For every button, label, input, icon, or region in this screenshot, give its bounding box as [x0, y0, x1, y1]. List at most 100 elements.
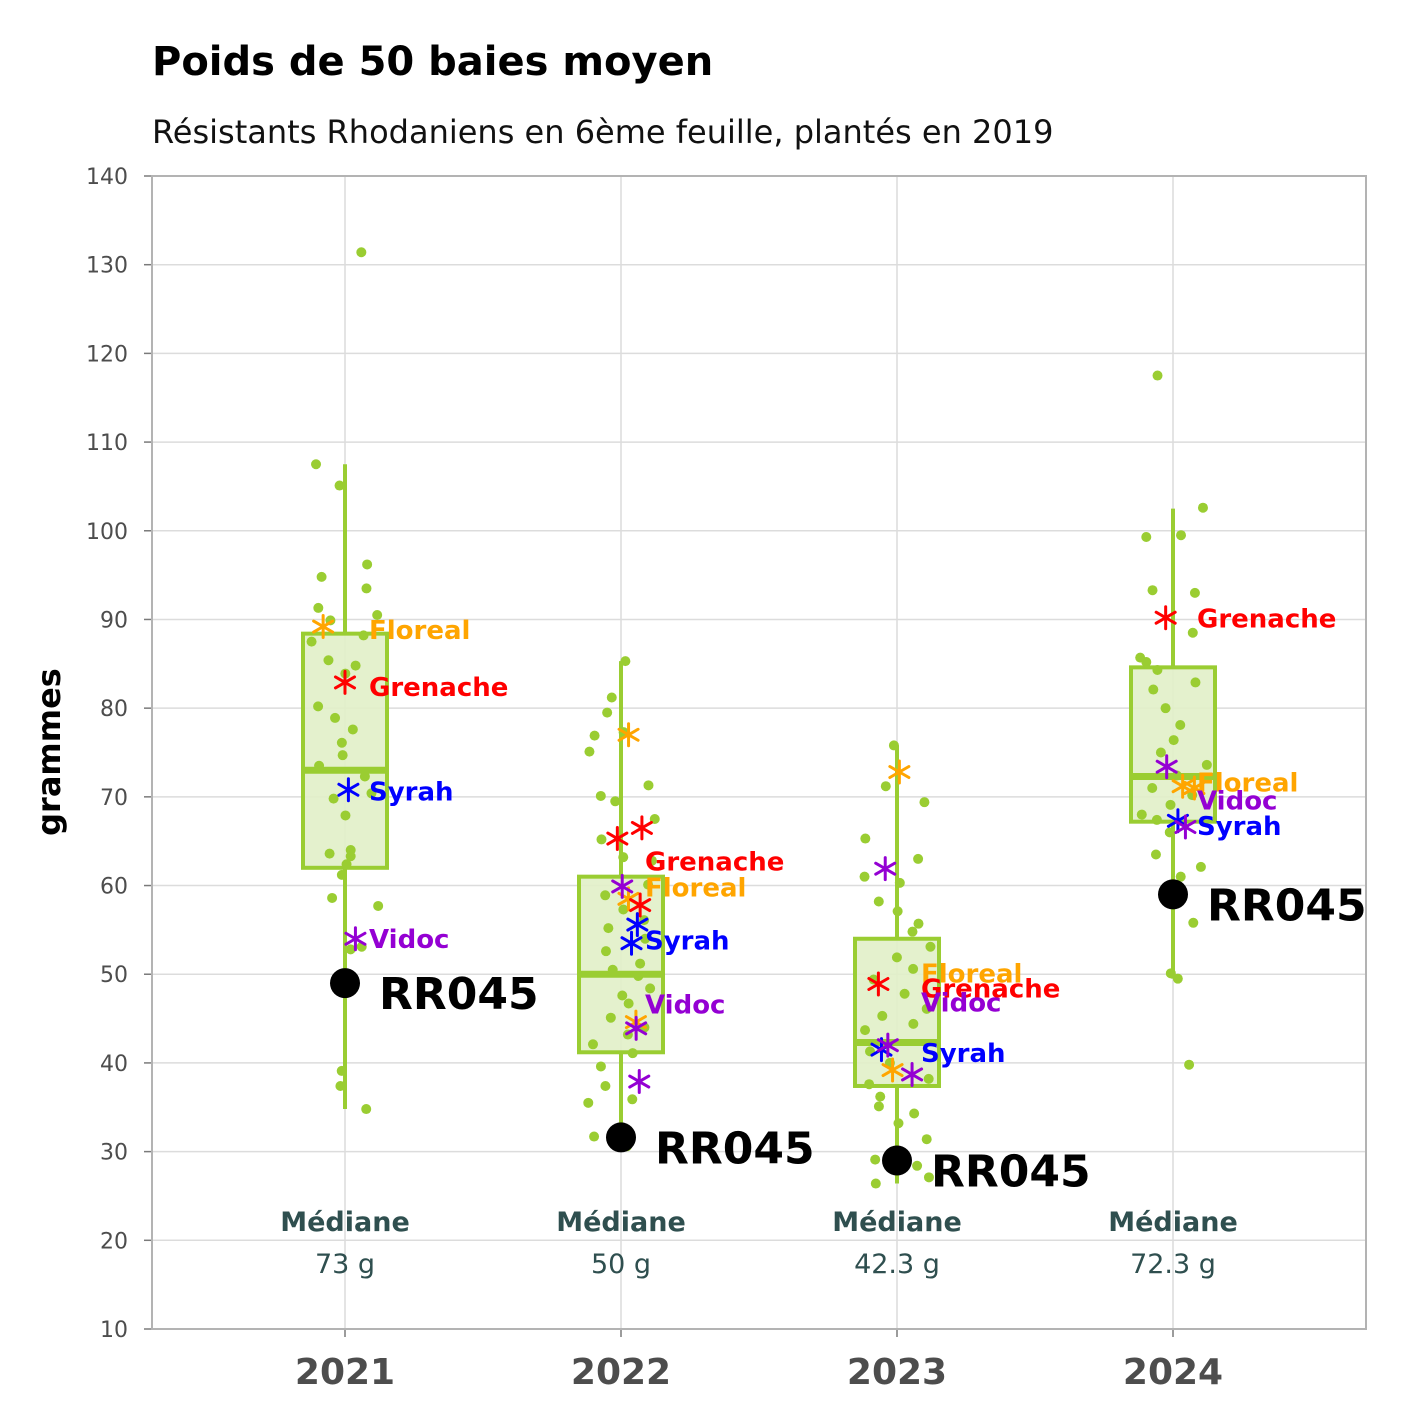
variety-label: Floreal — [369, 616, 470, 646]
y-tick-label: 60 — [100, 875, 128, 900]
jitter-point — [600, 946, 611, 957]
jitter-point — [600, 1080, 611, 1091]
jitter-point — [336, 737, 347, 748]
jitter-point — [1165, 799, 1176, 810]
jitter-point — [870, 1154, 881, 1165]
jitter-point — [587, 1039, 598, 1050]
jitter-point — [617, 990, 628, 1001]
jitter-point — [366, 788, 377, 799]
reference-point — [882, 1145, 912, 1176]
jitter-point — [1147, 782, 1158, 793]
variety-marker — [901, 1061, 924, 1087]
jitter-point — [1171, 770, 1182, 781]
x-tick-label: 2022 — [571, 1352, 671, 1393]
y-tick-label: 100 — [86, 520, 128, 545]
variety-marker — [630, 815, 653, 841]
variety-label: Syrah — [645, 927, 730, 957]
jitter-point — [892, 906, 903, 917]
jitter-point — [1188, 917, 1199, 928]
jitter-point — [316, 571, 327, 582]
variety-marker — [881, 1057, 904, 1083]
variety-marker — [629, 892, 652, 918]
jitter-point — [350, 660, 361, 671]
jitter-point — [1150, 849, 1161, 860]
jitter-point — [1147, 585, 1158, 596]
jitter-point — [610, 796, 621, 807]
jitter-point — [361, 1104, 372, 1115]
jitter-point — [334, 480, 345, 491]
y-tick-label: 90 — [100, 608, 128, 633]
x-tick-label: 2023 — [847, 1352, 947, 1393]
median-label: Médiane — [556, 1207, 686, 1238]
variety-marker — [344, 926, 367, 952]
jitter-point — [1152, 370, 1163, 381]
jitter-point — [345, 944, 356, 955]
variety-marker — [337, 777, 360, 803]
jitter-point — [913, 918, 924, 929]
y-tick-label: 20 — [100, 1229, 128, 1254]
reference-label: RR045 — [379, 969, 539, 1020]
jitter-point — [923, 1172, 934, 1183]
variety-label: Grenache — [1197, 605, 1336, 635]
jitter-point — [1168, 735, 1179, 746]
jitter-point — [1175, 871, 1186, 882]
x-tick-label: 2021 — [295, 1352, 395, 1393]
jitter-point — [1136, 809, 1147, 820]
jitter-point — [894, 877, 905, 888]
jitter-point — [623, 998, 634, 1009]
median-annotations: Médiane 73 g Médiane 50 g Médiane 42.3 g Média… — [280, 1207, 1238, 1280]
y-tick-label: 30 — [100, 1141, 128, 1166]
variety-label: Floreal — [645, 873, 746, 903]
reference-point — [606, 1122, 636, 1153]
variety-marker — [876, 1032, 899, 1058]
jitter-point — [633, 971, 644, 982]
jitter-point — [1184, 1059, 1195, 1070]
jitter-point — [635, 958, 646, 969]
variety-label: Vidoc — [369, 925, 449, 955]
jitter-point — [314, 760, 325, 771]
jitter-point — [1187, 627, 1198, 638]
y-tick-label: 70 — [100, 786, 128, 811]
jitter-point — [341, 859, 352, 870]
jitter-point — [1141, 657, 1152, 668]
jitter-point — [330, 712, 341, 723]
variety-marker — [628, 1069, 651, 1095]
jitter-point — [1155, 747, 1166, 758]
plot-frame — [151, 175, 1367, 1330]
y-axis-label: grammes — [30, 668, 68, 836]
jitter-point — [347, 724, 358, 735]
axes: 10 20 30 40 50 60 70 80 90 100 110 120 130 140 2021 202… — [86, 165, 1367, 1393]
jitter-point — [1189, 587, 1200, 598]
y-tick-label: 140 — [86, 165, 128, 190]
jitter-point — [899, 988, 910, 999]
jitter-point — [908, 963, 919, 974]
jitter-point — [336, 1065, 347, 1076]
jitter-point — [888, 740, 899, 751]
jitter-point — [643, 879, 654, 890]
reference-label: RR045 — [1207, 880, 1367, 931]
jitter-point — [1160, 703, 1171, 714]
jitter-point — [337, 750, 348, 761]
jitter-point — [356, 247, 367, 258]
x-tick-label: 2024 — [1123, 1352, 1223, 1393]
jitter-point — [373, 900, 384, 911]
jitter-point — [605, 1012, 616, 1023]
variety-marker — [867, 971, 890, 997]
jitter-point — [595, 1061, 606, 1072]
y-tick-label: 130 — [86, 254, 128, 279]
variety-label: Syrah — [369, 778, 454, 808]
jitter-point — [908, 1018, 919, 1029]
chart-subtitle: Résistants Rhodaniens en 6ème feuille, p… — [152, 113, 1053, 151]
reference-label: RR045 — [655, 1123, 815, 1174]
variety-label: Syrah — [921, 1039, 1006, 1069]
variety-markers — [312, 605, 1206, 1095]
reference-point — [1158, 879, 1188, 910]
variety-marker — [1183, 775, 1206, 801]
jitter-point — [912, 1160, 923, 1171]
jitter-point — [335, 1080, 346, 1091]
jitter-point — [1190, 677, 1201, 688]
variety-marker — [626, 912, 649, 938]
jitter-point — [359, 771, 370, 782]
jitter-point — [875, 1091, 886, 1102]
jitter-point — [584, 746, 595, 757]
